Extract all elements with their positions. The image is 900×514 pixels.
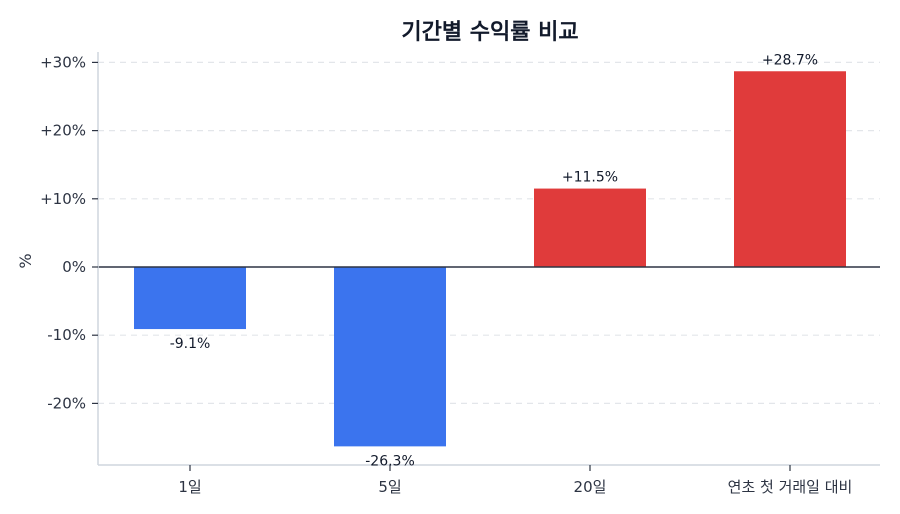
bar	[134, 267, 246, 330]
y-axis-label: %	[16, 253, 35, 268]
bars	[134, 71, 846, 447]
bar	[734, 71, 846, 268]
x-tick-label: 20일	[574, 478, 607, 496]
bar	[534, 188, 646, 267]
y-tick-label: +20%	[40, 122, 86, 140]
axes-spines	[97, 52, 880, 466]
y-tick-label: +30%	[40, 53, 86, 71]
bar-value-label: -9.1%	[170, 336, 211, 352]
x-tick-label: 연초 첫 거래일 대비	[728, 478, 853, 496]
bar-value-label: +11.5%	[562, 170, 618, 186]
y-tick-label: 0%	[62, 258, 86, 276]
bar	[334, 267, 446, 447]
chart-title: 기간별 수익률 비교	[401, 20, 579, 45]
x-axis: 1일 5일 20일 연초 첫 거래일 대비	[178, 465, 852, 496]
y-tick-label: +10%	[40, 190, 86, 208]
y-tick-label: -10%	[47, 326, 86, 344]
bar-value-label: -26.3%	[365, 453, 415, 469]
bar-value-label: +28.7%	[762, 52, 818, 68]
x-tick-label: 5일	[378, 478, 401, 496]
value-labels: -9.1% -26.3% +11.5% +28.7%	[170, 52, 818, 469]
y-axis: +30% +20% +10% 0% -10% -20%	[40, 53, 98, 412]
x-tick-label: 1일	[178, 478, 201, 496]
y-tick-label: -20%	[47, 394, 86, 412]
